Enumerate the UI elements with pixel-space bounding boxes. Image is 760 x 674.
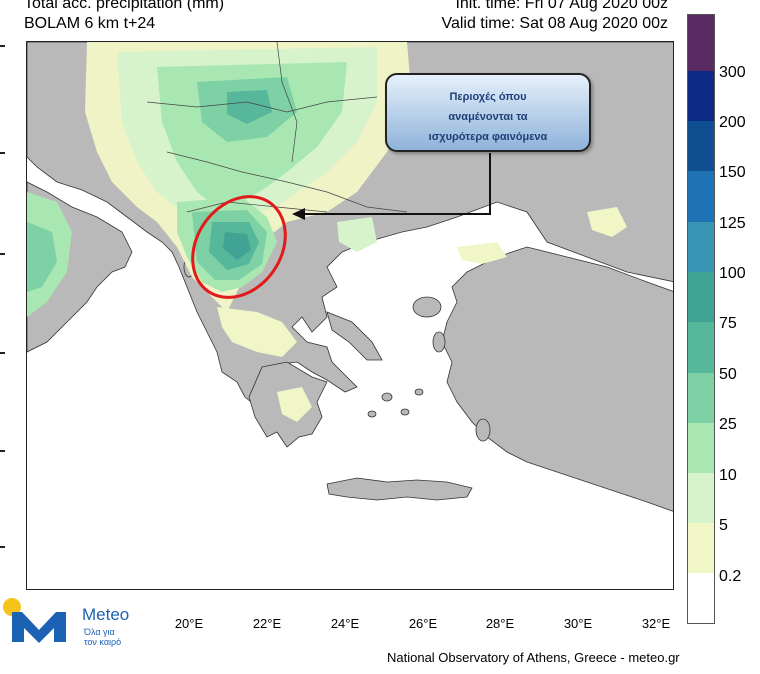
- model-label: BOLAM 6 km t+24: [24, 15, 156, 32]
- legend-swatch: [687, 14, 715, 71]
- legend-level: 10: [719, 467, 737, 484]
- lon-label-26e: 26°E: [408, 616, 438, 631]
- legend-swatch: [687, 523, 715, 573]
- legend-swatch: [687, 322, 715, 373]
- callout-arrow: [292, 153, 491, 220]
- callout-line-3: ισχυρότερα φαινόμενα: [428, 131, 548, 143]
- evia-island: [326, 311, 383, 361]
- lon-label-32e: 32°E: [641, 616, 671, 631]
- callout-box: Περιοχές όπου αναμένονται τα ισχυρότερα …: [385, 73, 591, 152]
- crete-island: [326, 477, 473, 501]
- legend-swatch: [687, 473, 715, 523]
- precipitation-layer: [27, 42, 627, 422]
- legend-level: 50: [719, 366, 737, 383]
- sun-icon: [3, 598, 21, 616]
- legend-swatch: [687, 272, 715, 322]
- legend-swatch: [687, 121, 715, 171]
- legend-swatch: [687, 423, 715, 473]
- legend-swatch: [687, 71, 715, 121]
- cyclades-island: [367, 410, 377, 418]
- legend-swatch: [687, 222, 715, 272]
- legend-level: 25: [719, 416, 737, 433]
- lat-tick: [0, 45, 5, 47]
- lon-label-20e: 20°E: [174, 616, 204, 631]
- footer-credit: National Observatory of Athens, Greece -…: [387, 650, 680, 665]
- legend-level: 75: [719, 315, 737, 332]
- valid-time: Valid time: Sat 08 Aug 2020 00z: [441, 15, 668, 32]
- legend-level: 0.2: [719, 568, 742, 585]
- legend-swatch: [687, 373, 715, 423]
- cyclades-island: [381, 392, 393, 402]
- rhodes-island: [475, 418, 491, 442]
- lat-tick: [0, 352, 5, 354]
- lat-tick: [0, 450, 5, 452]
- logo-tagline-2: τον καιρό: [84, 637, 122, 647]
- lat-tick: [0, 546, 5, 548]
- lon-label-28e: 28°E: [485, 616, 515, 631]
- m-logo-icon: [12, 612, 66, 643]
- logo-word: Meteo: [82, 605, 130, 624]
- callout-line-1: Περιοχές όπου: [449, 91, 527, 103]
- init-time: Init. time: Fri 07 Aug 2020 00z: [455, 0, 668, 12]
- legend-level: 100: [719, 265, 746, 282]
- lat-tick: [0, 152, 5, 154]
- lon-label-24e: 24°E: [330, 616, 360, 631]
- meteo-logo: [3, 598, 66, 643]
- lat-tick: [0, 253, 5, 255]
- map-title: Total acc. precipitation (mm): [24, 0, 225, 12]
- legend-level: 5: [719, 517, 728, 534]
- legend-level: 125: [719, 215, 746, 232]
- lon-label-22e: 22°E: [252, 616, 282, 631]
- legend-swatch: [687, 171, 715, 222]
- anatolia: [441, 246, 673, 512]
- callout-line-2: αναμένονται τα: [448, 111, 528, 123]
- legend-level: 300: [719, 64, 746, 81]
- chios-island: [432, 331, 446, 353]
- legend-swatch: [687, 573, 715, 624]
- lesvos-island: [412, 296, 442, 318]
- lon-label-30e: 30°E: [563, 616, 593, 631]
- legend-colorbar: [687, 14, 715, 624]
- logo-tagline-1: Όλα για: [84, 627, 115, 637]
- legend-level: 200: [719, 114, 746, 131]
- cyclades-island: [414, 388, 424, 396]
- legend-level: 150: [719, 164, 746, 181]
- cyclades-island: [400, 408, 410, 416]
- highlight-ellipse: [191, 195, 287, 299]
